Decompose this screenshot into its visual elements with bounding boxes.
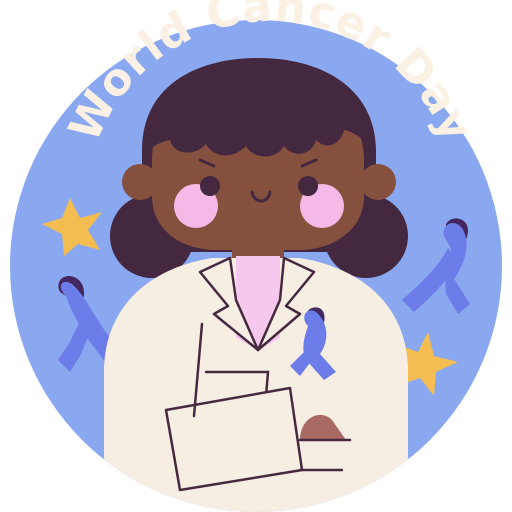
eyebrow-left: [198, 158, 216, 168]
ear-left: [122, 164, 158, 200]
eye-right: [298, 176, 318, 196]
hair-bangs: [142, 62, 376, 157]
awareness-ribbon-icon: [290, 307, 336, 380]
eyebrow-right: [300, 158, 318, 168]
ear-right: [360, 164, 396, 200]
awareness-ribbon-icon: [58, 275, 122, 372]
smile: [250, 190, 272, 203]
lab-coat-seam: [192, 322, 204, 418]
star-icon: [42, 198, 102, 256]
awareness-ribbon-icon: [402, 218, 470, 314]
hand: [300, 414, 346, 440]
eye-left: [200, 176, 220, 196]
lab-coat-pocket: [204, 370, 270, 398]
star-icon: [396, 332, 458, 396]
lab-coat-lapel-left: [198, 256, 260, 352]
lab-coat-lapel-right: [256, 256, 316, 352]
